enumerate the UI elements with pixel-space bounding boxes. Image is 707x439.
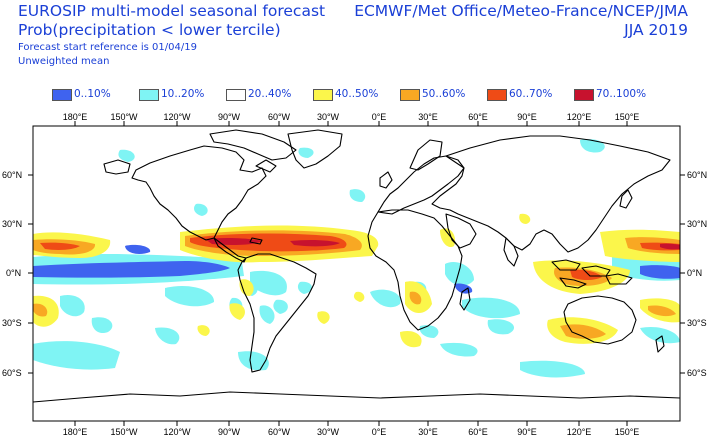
lat-label: 30°N [687, 219, 707, 229]
north-america-coast [131, 145, 267, 241]
lon-label: 150°W [110, 112, 138, 122]
title-line-1: EUROSIP multi-model seasonal forecast [18, 2, 326, 20]
longitude-labels-bottom: 180°E 150°W 120°W 90°W 60°W 30°W 0°E 30°… [63, 427, 640, 437]
europe-coast [377, 155, 465, 215]
lon-label: 0°E [372, 427, 387, 437]
forecast-reference: Forecast start reference is 01/04/19 [18, 42, 197, 53]
lon-label: 180°E [63, 427, 88, 437]
lon-label: 30°W [317, 427, 340, 437]
south-america-coast [237, 253, 317, 373]
lat-label: 30°S [2, 318, 22, 328]
legend-swatch [139, 89, 159, 101]
lat-label: 0°N [6, 268, 21, 278]
legend-label: 60..70% [509, 88, 553, 100]
season-label: JJA 2019 [624, 21, 688, 39]
latitude-labels: 60°N 30°N 0°N 30°S 60°S 60°N 30°N 0°N 30… [2, 170, 707, 378]
antarctica-coast [33, 391, 680, 403]
lon-label: 150°E [615, 427, 640, 437]
lon-label: 90°W [218, 112, 241, 122]
lon-label: 120°E [567, 427, 592, 437]
lon-label: 120°W [163, 427, 191, 437]
legend-swatch [52, 89, 72, 101]
legend-label: 50..60% [422, 88, 466, 100]
lat-label: 60°N [2, 170, 22, 180]
australia-coast [563, 295, 637, 345]
legend-label: 20..40% [248, 88, 292, 100]
lon-label: 180°E [63, 112, 88, 122]
pacific-dry-low [33, 261, 230, 278]
probability-shading [33, 139, 680, 378]
legend-swatch [313, 89, 333, 101]
lon-label: 60°W [268, 427, 291, 437]
lon-label: 90°E [517, 112, 537, 122]
title-line-2: Prob(precipitation < lower tercile) [18, 21, 281, 39]
africa-coast [367, 209, 463, 331]
lon-label: 90°W [218, 427, 241, 437]
lon-label: 30°E [418, 112, 438, 122]
legend-label: 10..20% [161, 88, 205, 100]
lon-label: 120°E [567, 112, 592, 122]
coastlines [33, 129, 680, 403]
legend-label: 70..100% [596, 88, 647, 100]
lon-label: 120°W [163, 112, 191, 122]
legend-label: 0..10% [74, 88, 111, 100]
lon-label: 150°E [615, 112, 640, 122]
legend-swatch [226, 89, 246, 101]
lon-label: 150°W [110, 427, 138, 437]
legend-label: 40..50% [335, 88, 379, 100]
lon-label: 0°E [372, 112, 387, 122]
longitude-labels-top: 180°E 150°W 120°W 90°W 60°W 30°W 0°E 30°… [63, 112, 640, 122]
lat-label: 30°N [2, 219, 22, 229]
lat-label: 60°S [2, 368, 22, 378]
lon-label: 60°W [268, 112, 291, 122]
lon-label: 60°E [468, 427, 488, 437]
legend-swatch [487, 89, 507, 101]
greenland-coast [287, 129, 343, 169]
lon-label: 30°W [317, 112, 340, 122]
source-centres: ECMWF/Met Office/Meteo-France/NCEP/JMA [354, 2, 688, 20]
weighting-note: Unweighted mean [18, 56, 110, 67]
axis-ticks [28, 121, 685, 426]
asia-coast [431, 135, 671, 253]
lat-label: 0°N [687, 268, 702, 278]
lat-label: 30°S [687, 318, 707, 328]
lat-label: 60°N [687, 170, 707, 180]
lon-label: 30°E [418, 427, 438, 437]
lon-label: 60°E [468, 112, 488, 122]
legend-swatch [400, 89, 420, 101]
atlantic-core-darkred [205, 237, 262, 245]
lat-label: 60°S [687, 368, 707, 378]
legend-swatch [574, 89, 594, 101]
lon-label: 90°E [517, 427, 537, 437]
